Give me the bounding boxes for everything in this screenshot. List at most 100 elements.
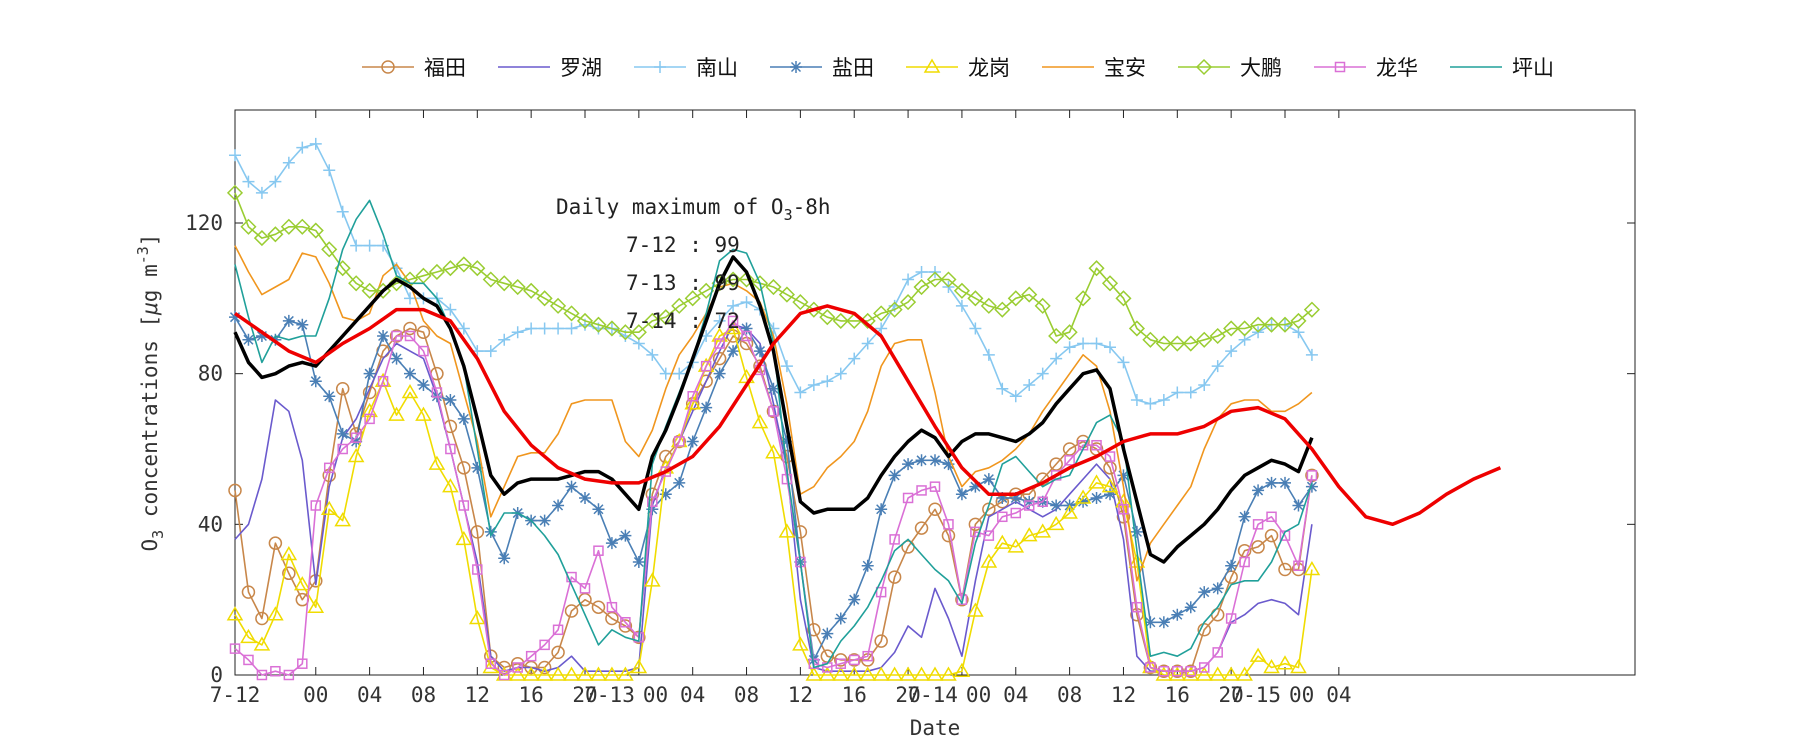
point-7-31 [647,496,658,507]
point-7-69 [1158,665,1170,677]
point-6-67 [1128,320,1145,337]
point-4-28 [603,666,621,681]
point-4-77 [1263,658,1280,674]
legend-item-4: 龙岗 [906,56,1010,80]
point-2-21 [511,326,524,339]
annotation: Daily maximum of O3-8h 7-12 : 99 7-13 : … [556,195,831,333]
point-2-19 [484,345,497,358]
x-tick-label-15: 00 [966,683,991,707]
point-4-40 [765,444,782,459]
point-6-26 [576,312,594,329]
point-3-72 [1198,586,1211,599]
point-6-73 [1209,327,1226,345]
point-4-41 [778,523,796,538]
point-0-45 [834,653,848,667]
point-6-64 [1088,260,1105,277]
legend-marker-4 [923,58,941,73]
point-2-60 [1036,367,1049,380]
point-0-62 [1062,442,1077,456]
point-2-41 [780,360,793,373]
point-0-18 [470,525,485,539]
x-tick-label-22: 00 [1289,683,1314,707]
point-4-6 [307,598,325,613]
point-2-36 [713,314,726,327]
x-tick-label-14: 7-14 [907,683,958,707]
x-tick-label-9: 04 [680,683,705,707]
point-2-23 [538,322,551,335]
series-9 [233,255,1314,564]
point-3-69 [1157,616,1170,629]
point-6-51 [913,278,930,296]
point-7-7 [323,462,335,474]
point-3-65 [1104,488,1116,501]
point-3-73 [1211,582,1224,595]
point-6-38 [738,271,755,288]
point-3-2 [255,330,268,342]
point-0-21 [510,656,525,671]
point-3-0 [229,311,241,324]
point-2-37 [727,299,740,312]
point-3-57 [996,491,1009,504]
point-7-75 [1239,556,1250,568]
point-4-43 [805,666,823,681]
point-3-63 [1077,495,1090,508]
point-4-73 [1209,666,1226,681]
point-4-71 [1182,666,1200,681]
point-6-40 [765,278,782,296]
x-tick-label-1: 00 [303,683,328,707]
point-0-10 [362,385,377,400]
x-tick-label-3: 08 [411,683,436,707]
point-6-62 [1061,324,1078,341]
point-7-74 [1225,613,1237,624]
x-tick-labels: 7-12 00 04 08 12 16 207-13 00 04 08 12 16 207-14 00 04… [210,683,1352,707]
point-2-10 [363,239,376,252]
point-0-76 [1251,540,1265,554]
point-2-69 [1157,394,1170,407]
x-tick-label-18: 12 [1111,683,1136,707]
x-tick-label-4: 12 [465,683,490,707]
point-4-56 [980,553,998,568]
point-4-57 [994,534,1011,549]
point-4-1 [240,628,257,644]
annotation-line-3: 7-14 : 72 [626,309,740,333]
point-6-16 [442,260,459,277]
point-2-71 [1184,386,1197,399]
point-4-72 [1195,666,1213,681]
point-7-65 [1104,451,1116,462]
point-7-49 [889,534,900,545]
point-6-65 [1101,275,1119,292]
point-2-66 [1117,356,1130,369]
point-6-9 [348,275,365,292]
point-2-72 [1198,378,1211,391]
point-6-41 [778,286,795,303]
point-6-59 [1021,286,1038,303]
point-4-3 [267,606,284,621]
series-5 [234,245,1313,582]
annotation-line-2: 7-13 : 99 [626,271,740,295]
x-tick-label-11: 12 [788,683,813,707]
point-6-1 [240,218,257,235]
series-line-1 [234,323,1313,672]
y-tick-label-3: 120 [185,211,223,235]
point-0-54 [955,592,969,607]
point-7-0 [229,643,241,654]
legend-label-1: 罗湖 [560,56,602,80]
point-3-52 [929,454,941,467]
point-0-61 [1049,457,1063,471]
series-line-5 [234,245,1313,582]
point-3-11 [377,330,390,342]
point-7-1 [243,654,254,666]
point-0-25 [564,604,579,618]
point-7-15 [431,387,443,398]
point-7-38 [741,330,752,342]
point-6-18 [469,260,486,277]
point-2-45 [834,367,847,380]
point-2-8 [336,205,349,218]
point-4-27 [590,666,607,681]
point-0-8 [335,381,350,396]
point-7-5 [297,658,308,669]
point-7-13 [404,330,416,342]
point-2-51 [915,265,928,278]
point-3-68 [1144,616,1157,629]
